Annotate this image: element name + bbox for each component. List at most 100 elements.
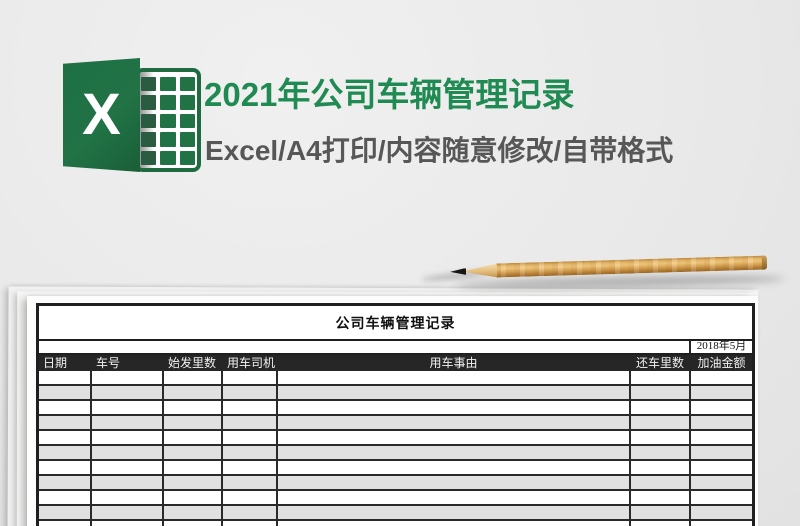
table-cell <box>223 476 278 489</box>
table-cell <box>691 401 752 414</box>
table-row <box>39 506 752 521</box>
table-cell <box>278 401 631 414</box>
table-cell <box>691 521 752 526</box>
table-cell <box>278 386 631 399</box>
table-cell <box>691 491 752 504</box>
column-header-date: 日期 <box>39 355 92 371</box>
table-cell <box>278 476 631 489</box>
table-cell <box>164 371 223 384</box>
column-header-car-number: 车号 <box>92 355 164 371</box>
excel-x-letter: X <box>82 82 121 147</box>
table-title: 公司车辆管理记录 <box>39 306 752 341</box>
table-cell <box>631 371 691 384</box>
column-header-driver: 用车司机 <box>223 355 278 371</box>
grid-cell <box>160 132 176 147</box>
period-spacer-cell <box>39 341 691 353</box>
table-cell <box>164 476 223 489</box>
table-cell <box>631 401 691 414</box>
table-cell <box>164 431 223 444</box>
table-row <box>39 431 752 446</box>
vehicle-record-table: 公司车辆管理记录 2018年5月 日期 车号 始发里数 用车司机 用车事由 还车… <box>36 303 755 526</box>
grid-cell <box>160 77 176 92</box>
workbook-grid <box>141 77 195 165</box>
grid-cell <box>141 113 157 129</box>
table-cell <box>278 416 631 429</box>
table-cell <box>223 446 278 459</box>
table-cell <box>278 521 631 526</box>
table-row <box>39 401 752 416</box>
excel-x-sheet-icon: X <box>63 58 140 172</box>
table-cell <box>164 416 223 429</box>
table-cell <box>92 476 164 489</box>
table-cell <box>278 461 631 474</box>
pencil-wood-cone <box>462 264 497 279</box>
table-cell <box>39 401 92 414</box>
table-row <box>39 461 752 476</box>
table-period-row: 2018年5月 <box>39 341 752 355</box>
table-cell <box>39 371 92 384</box>
table-cell <box>631 461 691 474</box>
table-cell <box>631 491 691 504</box>
table-cell <box>39 521 92 526</box>
grid-cell <box>179 95 195 110</box>
table-cell <box>631 386 691 399</box>
table-row <box>39 521 752 526</box>
grid-cell <box>179 113 195 129</box>
pencil-graphite-tip <box>450 268 466 275</box>
table-cell <box>223 506 278 519</box>
pencil <box>445 243 776 293</box>
grid-cell <box>160 150 176 165</box>
table-row <box>39 386 752 401</box>
table-cell <box>223 386 278 399</box>
table-cell <box>223 491 278 504</box>
grid-cell <box>141 150 157 165</box>
table-cell <box>691 461 752 474</box>
table-cell <box>223 431 278 444</box>
table-cell <box>92 416 164 429</box>
table-cell <box>92 371 164 384</box>
table-row <box>39 476 752 491</box>
table-cell <box>92 446 164 459</box>
table-cell <box>631 506 691 519</box>
grid-cell <box>179 150 195 165</box>
table-header-row: 日期 车号 始发里数 用车司机 用车事由 还车里数 加油金额 <box>39 355 752 371</box>
table-cell <box>92 401 164 414</box>
table-cell <box>223 521 278 526</box>
table-cell <box>164 506 223 519</box>
table-cell <box>691 386 752 399</box>
table-cell <box>223 401 278 414</box>
table-cell <box>278 506 631 519</box>
period-cell: 2018年5月 <box>696 341 747 352</box>
page-title: 2021年公司车辆管理记录 <box>204 76 575 113</box>
table-cell <box>691 446 752 459</box>
table-cell <box>92 461 164 474</box>
table-cell <box>631 521 691 526</box>
grid-cell <box>141 132 157 147</box>
grid-cell <box>141 77 157 92</box>
table-cell <box>691 506 752 519</box>
table-cell <box>631 431 691 444</box>
column-header-start-mileage: 始发里数 <box>164 355 223 371</box>
grid-cell <box>160 95 176 110</box>
table-cell <box>631 416 691 429</box>
table-cell <box>92 506 164 519</box>
table-cell <box>92 521 164 526</box>
table-cell <box>164 521 223 526</box>
excel-logo: X <box>63 58 203 180</box>
table-cell <box>164 401 223 414</box>
table-cell <box>39 431 92 444</box>
table-cell <box>39 506 92 519</box>
table-row <box>39 446 752 461</box>
table-cell <box>92 431 164 444</box>
grid-cell <box>179 77 195 92</box>
table-cell <box>92 491 164 504</box>
table-cell <box>278 446 631 459</box>
table-cell <box>164 491 223 504</box>
table-cell <box>223 416 278 429</box>
table-cell <box>39 416 92 429</box>
table-cell <box>39 386 92 399</box>
table-row <box>39 491 752 506</box>
table-cell <box>278 491 631 504</box>
grid-cell <box>179 132 195 147</box>
